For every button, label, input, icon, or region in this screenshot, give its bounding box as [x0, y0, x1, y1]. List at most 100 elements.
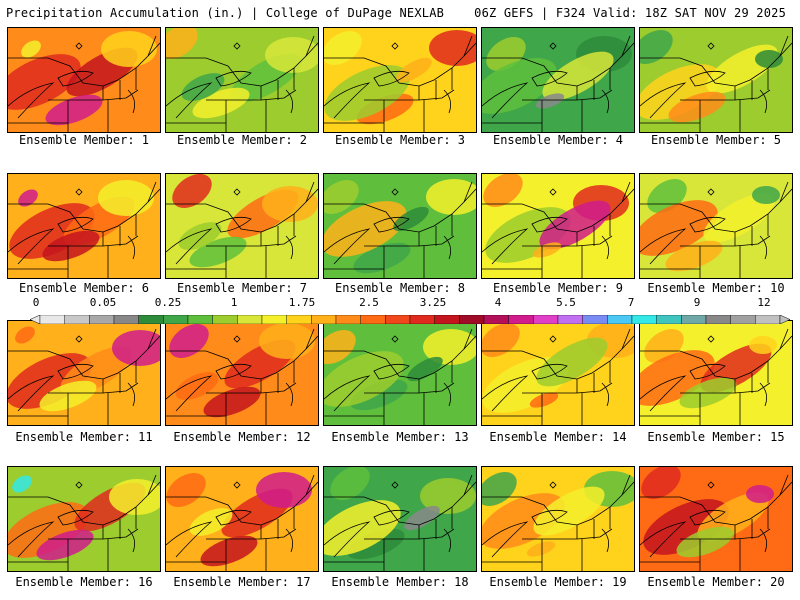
member-caption: Ensemble Member: 3 — [334, 133, 466, 147]
member-caption: Ensemble Member: 14 — [489, 430, 627, 444]
precip-map — [8, 467, 160, 571]
precip-contour — [407, 356, 443, 382]
precip-map — [640, 28, 792, 132]
precip-contour — [8, 353, 92, 409]
city-marker-icon — [75, 188, 83, 196]
precip-contour — [265, 37, 318, 73]
precip-contour — [18, 189, 38, 207]
colorbar-tick-label: 4 — [494, 296, 502, 309]
member-caption: Ensemble Member: 11 — [15, 430, 153, 444]
precip-contour — [324, 179, 359, 215]
precip-map — [8, 174, 160, 278]
precip-map — [166, 28, 318, 132]
state-borders — [8, 474, 160, 571]
precip-contour — [483, 174, 523, 208]
state-borders — [482, 328, 634, 425]
colorbar-swatch — [483, 314, 509, 325]
state-borders — [166, 181, 318, 278]
ensemble-panel-12 — [165, 320, 319, 426]
precip-contour — [200, 535, 258, 567]
member-caption: Ensemble Member: 7 — [176, 281, 308, 295]
precip-map — [324, 28, 476, 132]
precip-contour — [535, 93, 565, 109]
city-marker-icon — [75, 335, 83, 343]
ensemble-panel-8 — [323, 173, 477, 279]
ensemble-panel-17 — [165, 466, 319, 572]
ensemble-panel-5 — [639, 27, 793, 133]
colorbar-swatch — [261, 314, 287, 325]
colorbar-max-arrow — [779, 314, 791, 325]
colorbar-swatch — [138, 314, 164, 325]
precip-contour — [15, 326, 35, 344]
colorbar-swatch — [89, 314, 115, 325]
precip-map — [166, 174, 318, 278]
state-borders — [482, 181, 634, 278]
colorbar-tick-label: 0 — [32, 296, 40, 309]
member-caption: Ensemble Member: 16 — [15, 575, 153, 589]
ensemble-panel-3 — [323, 27, 477, 133]
member-caption: Ensemble Member: 20 — [647, 575, 785, 589]
city-marker-icon — [233, 481, 241, 489]
colorbar-swatch — [557, 314, 583, 325]
ensemble-panel-10 — [639, 173, 793, 279]
precip-contour — [181, 73, 225, 101]
colorbar-tick-label: 0.05 — [89, 296, 117, 309]
city-marker-icon — [549, 335, 557, 343]
colorbar-swatch — [335, 314, 361, 325]
colorbar-tick-label: 1.75 — [288, 296, 316, 309]
colorbar-tick-label: 1 — [230, 296, 238, 309]
colorbar-swatch — [681, 314, 707, 325]
precip-contour — [189, 236, 247, 268]
precip-contour — [8, 502, 89, 558]
precip-contour — [423, 329, 476, 365]
ensemble-panel-15 — [639, 320, 793, 426]
precip-contour — [482, 493, 565, 549]
colorbar-swatch — [656, 314, 682, 325]
precip-map — [640, 321, 792, 425]
colorbar-graphic — [29, 314, 791, 325]
precip-map — [324, 174, 476, 278]
ensemble-panel-14 — [481, 320, 635, 426]
member-caption: Ensemble Member: 4 — [492, 133, 624, 147]
colorbar-swatch — [409, 314, 435, 325]
colorbar-tick-label: 2.5 — [359, 296, 379, 309]
ensemble-panel-2 — [165, 27, 319, 133]
city-marker-icon — [549, 42, 557, 50]
precip-contour — [533, 486, 605, 536]
precip-contour — [12, 475, 32, 493]
precip-contour — [98, 180, 154, 216]
precip-map — [482, 467, 634, 571]
member-caption: Ensemble Member: 19 — [489, 575, 627, 589]
colorbar-tick-label: 9 — [693, 296, 701, 309]
precip-contour — [256, 472, 312, 508]
precip-contour — [324, 30, 362, 66]
precip-contour — [482, 58, 557, 114]
ensemble-panel-18 — [323, 466, 477, 572]
precip-contour — [109, 479, 160, 515]
member-caption: Ensemble Member: 5 — [650, 133, 782, 147]
city-marker-icon — [75, 42, 83, 50]
precip-contour — [9, 203, 95, 259]
colorbar-swatch — [187, 314, 213, 325]
precip-contour — [482, 322, 520, 358]
state-borders — [166, 35, 318, 132]
precip-contour — [640, 29, 673, 65]
colorbar-swatch — [212, 314, 238, 325]
city-marker-icon — [707, 335, 715, 343]
precip-map — [640, 174, 792, 278]
state-borders — [324, 35, 476, 132]
precip-contour — [755, 50, 783, 68]
precip-map — [8, 28, 160, 132]
ensemble-panel-4 — [481, 27, 635, 133]
state-borders — [324, 328, 476, 425]
colorbar-swatch — [311, 314, 337, 325]
precip-contour — [426, 179, 476, 215]
colorbar-swatch — [508, 314, 534, 325]
run-info: 06Z GEFS | F324 Valid: 18Z SAT NOV 29 20… — [474, 6, 786, 20]
state-borders — [8, 328, 160, 425]
precip-contour — [482, 471, 517, 507]
colorbar-swatch — [533, 314, 559, 325]
precip-contour — [324, 65, 410, 121]
precip-map — [324, 321, 476, 425]
city-marker-icon — [707, 188, 715, 196]
